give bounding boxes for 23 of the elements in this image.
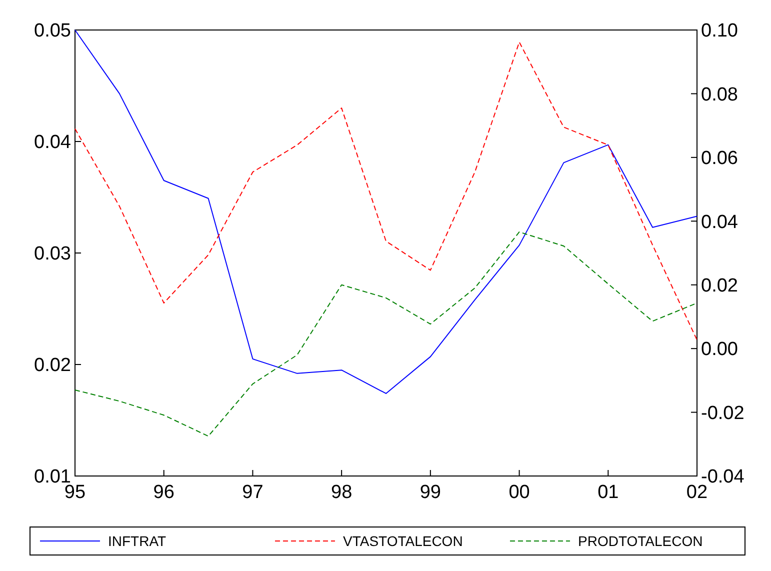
y-tick-label: 0.03 — [34, 244, 71, 265]
line-series — [74, 42, 698, 340]
x-tick-label: 01 — [598, 482, 619, 503]
y-tick-label: 0.02 — [34, 355, 71, 376]
y2-tick-label: 0.06 — [701, 148, 738, 170]
x-tick-label: 98 — [331, 482, 352, 503]
x-tick-label: 99 — [420, 482, 441, 503]
y2-tick-label: 0.02 — [701, 276, 738, 297]
y2-tick-label: -0.02 — [701, 402, 744, 424]
x-tick-label: 00 — [508, 482, 530, 503]
y-tick-label: 0.05 — [34, 20, 71, 42]
line-series — [74, 231, 698, 437]
y2-tick-label: 0.04 — [701, 212, 738, 233]
y2-tick-label: 0.10 — [701, 20, 738, 42]
legend-label: PRODTOTALECON — [578, 532, 703, 549]
y2-tick-label: 0.08 — [701, 84, 738, 106]
legend-label: VTASTOTALECON — [343, 532, 463, 549]
y2-tick-label: 0.00 — [701, 339, 738, 360]
line-series — [74, 30, 698, 394]
x-tick-label: 97 — [242, 482, 264, 503]
y-tick-label: 0.04 — [34, 132, 72, 154]
x-tick-label: 96 — [153, 482, 174, 503]
legend-label: INFTRAT — [108, 532, 167, 549]
